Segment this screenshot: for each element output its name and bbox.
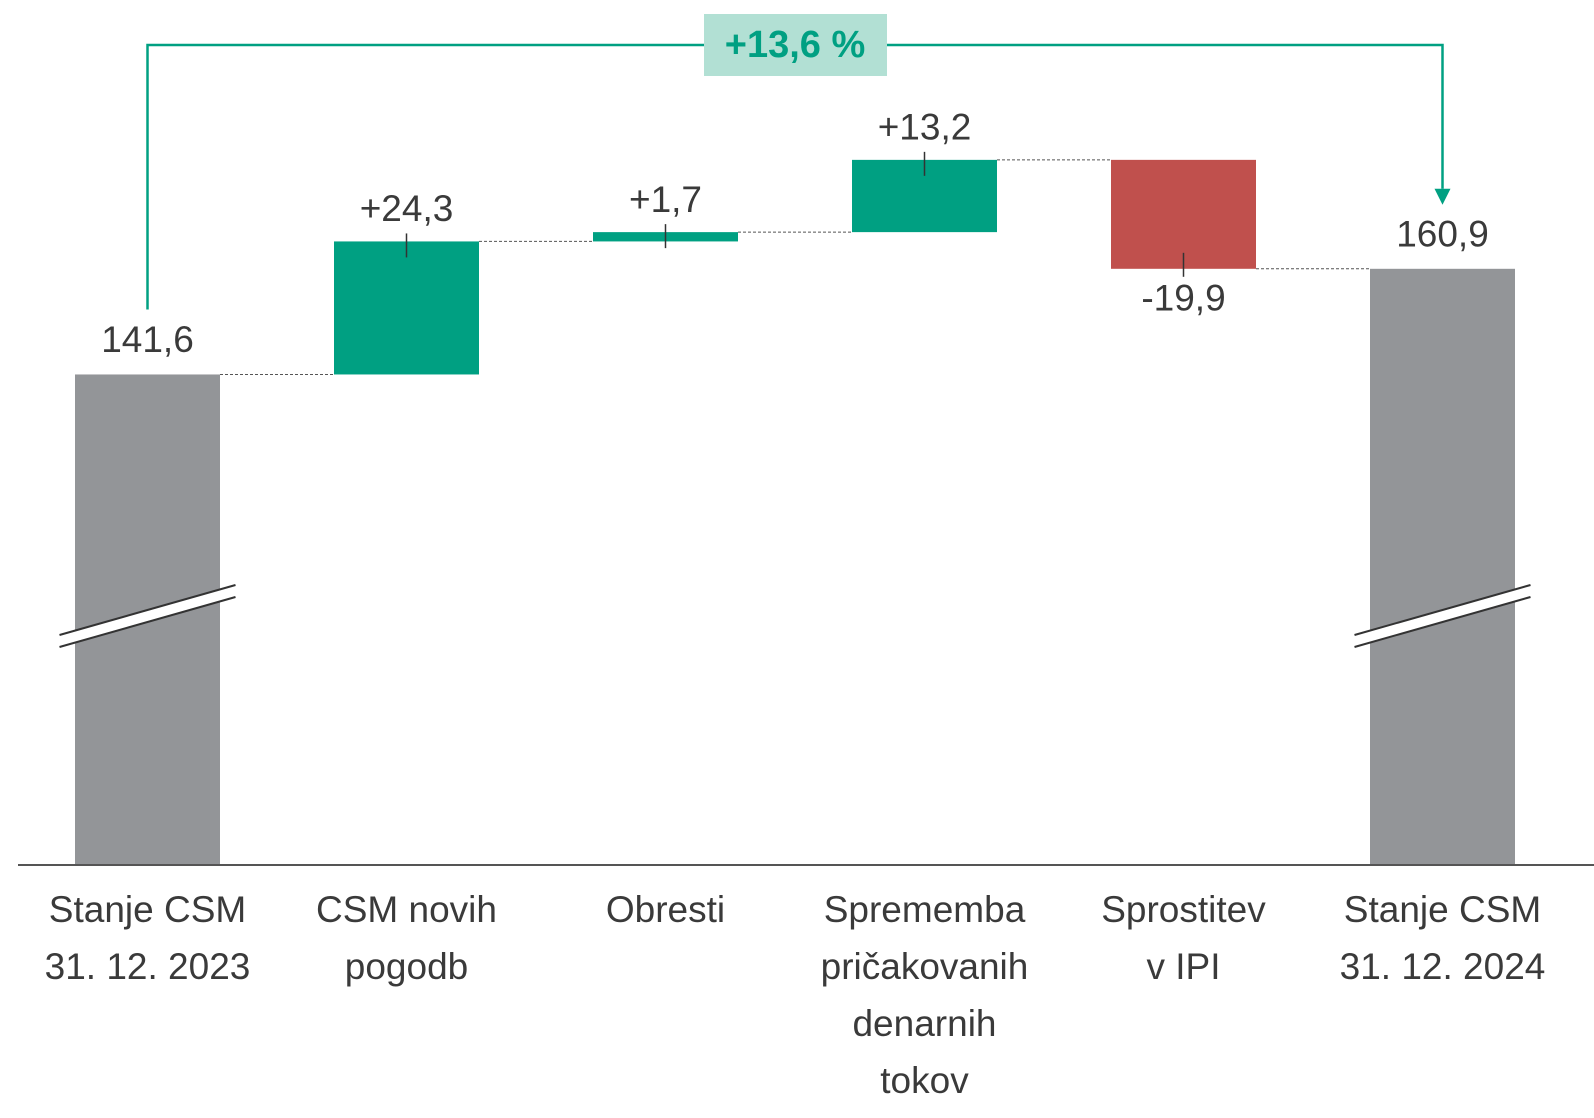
x-tick-label: 31. 12. 2023 xyxy=(45,946,251,987)
x-tick-label: tokov xyxy=(880,1060,969,1101)
x-tick-label: denarnih xyxy=(852,1003,996,1044)
value-label: -19,9 xyxy=(1141,278,1225,319)
x-tick-label: v IPI xyxy=(1146,946,1220,987)
x-tick-label: Sprostitev xyxy=(1101,889,1266,930)
axis-break xyxy=(1354,596,1531,648)
x-tick-label: CSM novih xyxy=(316,889,497,930)
value-label: 160,9 xyxy=(1396,214,1489,255)
x-tick-label: Sprememba xyxy=(824,889,1026,930)
annotation-box xyxy=(704,14,887,76)
x-tick-label: pričakovanih xyxy=(821,946,1029,987)
x-tick-label: Stanje CSM xyxy=(49,889,246,930)
x-tick-label: pogodb xyxy=(345,946,468,987)
value-label: +1,7 xyxy=(629,179,702,220)
axis-break xyxy=(59,596,236,648)
x-tick-label: Obresti xyxy=(606,889,725,930)
axis-break xyxy=(59,585,236,647)
arrow-head xyxy=(1434,188,1451,205)
value-label: 141,6 xyxy=(101,319,194,360)
x-tick-label: 31. 12. 2024 xyxy=(1340,946,1546,987)
bar xyxy=(334,241,479,375)
x-tick-label: Stanje CSM xyxy=(1344,889,1541,930)
axis-break xyxy=(1354,584,1531,636)
bar xyxy=(1370,268,1515,865)
annotation: +13,6 % xyxy=(725,24,866,66)
value-label: +13,2 xyxy=(878,107,972,148)
bar xyxy=(1111,159,1256,269)
axis-break xyxy=(1354,585,1531,647)
value-label: +24,3 xyxy=(360,188,454,229)
axis-break xyxy=(59,584,236,636)
